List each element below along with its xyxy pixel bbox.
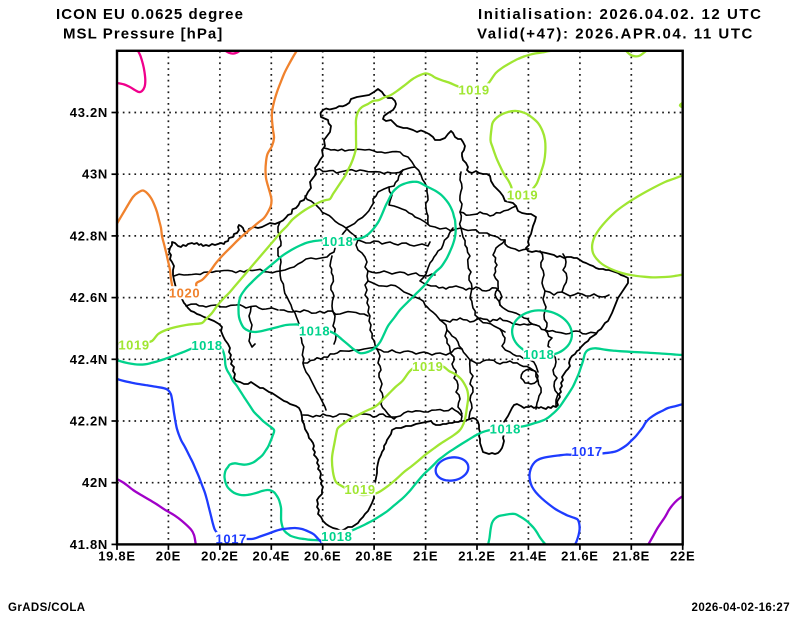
svg-text:1018: 1018: [321, 529, 352, 544]
svg-text:1020: 1020: [169, 286, 200, 301]
svg-text:MSL Pressure [hPa]: MSL Pressure [hPa]: [63, 26, 223, 43]
svg-text:1018: 1018: [490, 422, 521, 437]
svg-text:1019: 1019: [458, 83, 489, 98]
svg-text:1017: 1017: [216, 531, 247, 546]
svg-text:20E: 20E: [156, 549, 181, 564]
svg-text:20.4E: 20.4E: [253, 549, 290, 564]
svg-text:20.6E: 20.6E: [304, 549, 341, 564]
svg-text:20.8E: 20.8E: [355, 549, 392, 564]
svg-text:1019: 1019: [412, 359, 443, 374]
svg-text:20.2E: 20.2E: [201, 549, 238, 564]
svg-text:42.2N: 42.2N: [70, 414, 108, 429]
svg-text:1018: 1018: [523, 347, 554, 362]
svg-text:42N: 42N: [82, 475, 108, 490]
svg-text:42.6N: 42.6N: [70, 290, 108, 305]
svg-text:1019: 1019: [118, 337, 149, 352]
svg-text:GrADS/COLA: GrADS/COLA: [8, 602, 85, 614]
svg-text:43.2N: 43.2N: [70, 105, 108, 120]
svg-text:1018: 1018: [322, 234, 353, 249]
svg-text:21.2E: 21.2E: [458, 549, 495, 564]
svg-text:Valid(+47): 2026.APR.04. 11: Valid(+47): 2026.APR.04. 11 UTC: [477, 26, 754, 43]
svg-text:43N: 43N: [82, 167, 108, 182]
svg-text:42.8N: 42.8N: [70, 228, 108, 243]
svg-text:19.8E: 19.8E: [98, 549, 135, 564]
svg-text:21.8E: 21.8E: [613, 549, 650, 564]
svg-text:21E: 21E: [413, 549, 438, 564]
svg-text:2026-04-02-16:27: 2026-04-02-16:27: [692, 602, 790, 614]
svg-text:42.4N: 42.4N: [70, 352, 108, 367]
svg-text:22E: 22E: [670, 549, 695, 564]
svg-text:41.8N: 41.8N: [70, 537, 108, 552]
svg-text:1017: 1017: [571, 444, 602, 459]
svg-text:1018: 1018: [299, 323, 330, 338]
svg-text:ICON EU 0.0625 degree: ICON EU 0.0625 degree: [56, 6, 244, 23]
svg-text:Initialisation: 2026.04.02. 1: Initialisation: 2026.04.02. 12 UTC: [478, 6, 762, 23]
svg-text:1018: 1018: [191, 338, 222, 353]
svg-text:21.4E: 21.4E: [510, 549, 547, 564]
svg-text:1019: 1019: [344, 482, 375, 497]
svg-text:1019: 1019: [507, 188, 538, 203]
svg-text:21.6E: 21.6E: [561, 549, 598, 564]
